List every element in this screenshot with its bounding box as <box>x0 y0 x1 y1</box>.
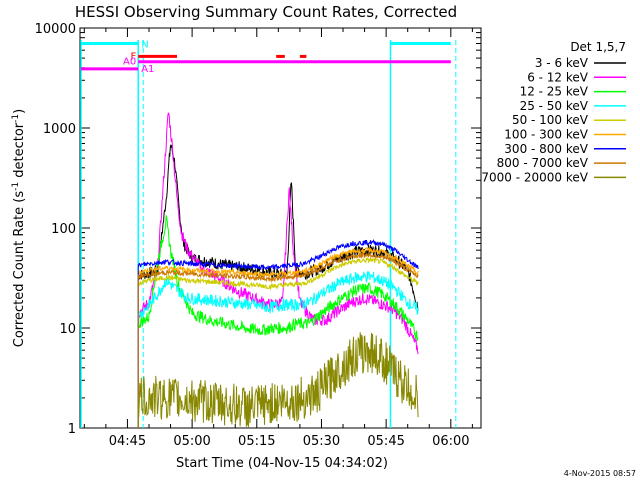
legend-label: 50 - 100 keV <box>512 113 589 127</box>
x-tick-label: 04:45 <box>109 434 146 449</box>
y-axis-label: Corrected Count Rate (s-1 detector-1) <box>11 109 27 347</box>
series-line <box>137 271 419 324</box>
x-tick-label: 05:15 <box>238 434 275 449</box>
y-tick-label: 1 <box>68 422 76 437</box>
series-line <box>137 251 419 284</box>
flag-label: A0 <box>123 57 136 68</box>
flag-label: A1 <box>141 64 154 75</box>
x-tick-label: 05:30 <box>303 434 340 449</box>
legend-label: 25 - 50 keV <box>520 99 589 113</box>
generated-timestamp: 4-Nov-2015 08:57 <box>564 469 636 478</box>
y-tick-labels: 1 10 100 1000 10000 <box>35 22 76 437</box>
y-tick-label: 10000 <box>35 22 76 37</box>
legend-label: 6 - 12 keV <box>527 70 589 84</box>
legend-label: 300 - 800 keV <box>504 142 588 156</box>
series-line <box>137 332 419 428</box>
x-tick-labels: 04:45 05:00 05:15 05:30 05:45 06:00 <box>109 434 470 449</box>
y-tick-label: 100 <box>51 222 76 237</box>
x-tick-label: 05:00 <box>173 434 210 449</box>
series-lines <box>137 112 419 428</box>
x-tick-label: 06:00 <box>432 434 469 449</box>
observing-boundaries <box>80 40 457 428</box>
axis-ticks <box>80 27 481 429</box>
legend-label: 800 - 7000 keV <box>497 156 589 170</box>
chart-title: HESSI Observing Summary Count Rates, Cor… <box>75 3 457 21</box>
series-line <box>137 256 419 291</box>
series-line <box>137 112 419 355</box>
series-line <box>137 238 419 271</box>
legend-title: Det 1,5,7 <box>570 40 626 54</box>
y-tick-label: 1000 <box>43 122 76 137</box>
x-axis-label: Start Time (04-Nov-15 04:34:02) <box>176 456 388 471</box>
flag-label: F <box>130 51 136 62</box>
legend-label: 100 - 300 keV <box>504 128 588 142</box>
x-tick-label: 05:45 <box>367 434 404 449</box>
series-line <box>137 247 419 278</box>
y-tick-label: 10 <box>59 322 76 337</box>
flag-label: N <box>141 39 148 50</box>
legend-label: 3 - 6 keV <box>535 56 589 70</box>
legend-label: 12 - 25 keV <box>520 85 589 99</box>
legend-label: 7000 - 20000 keV <box>481 170 588 184</box>
plot-frame <box>79 27 482 429</box>
